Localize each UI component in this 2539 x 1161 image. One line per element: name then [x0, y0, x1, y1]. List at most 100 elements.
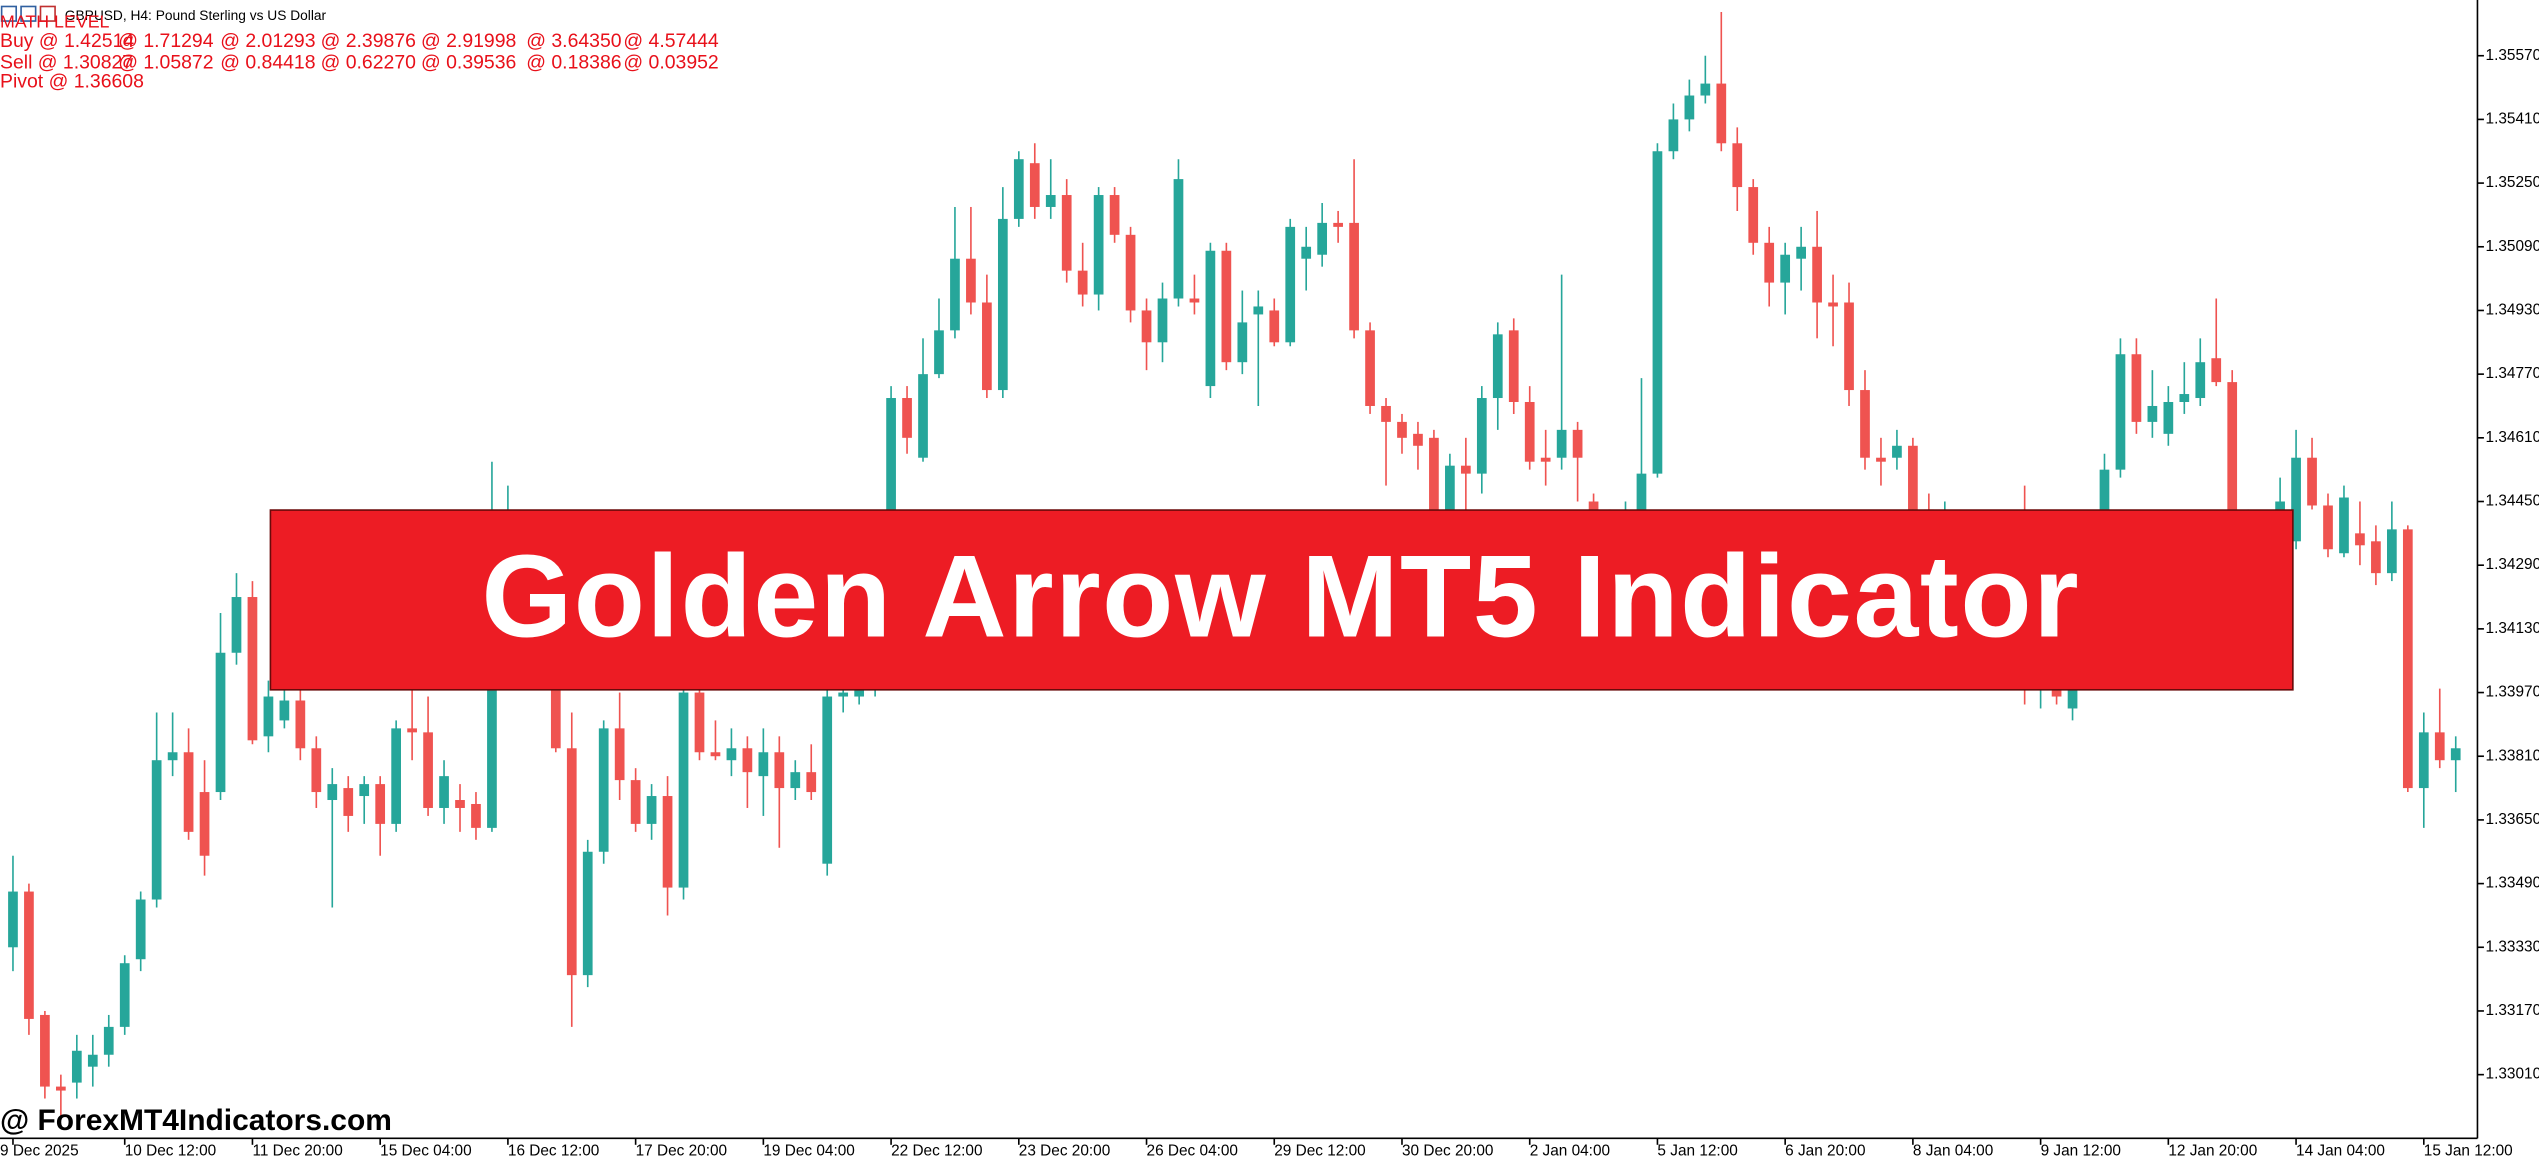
candle-body: [1365, 330, 1375, 406]
candle-body: [774, 752, 785, 789]
sell-level: @ 0.18386: [526, 51, 621, 73]
candle-body: [1764, 242, 1775, 283]
candle-body: [471, 803, 481, 828]
candle-body: [199, 792, 210, 856]
candle-body: [1061, 195, 1072, 271]
candle-body: [183, 752, 194, 832]
candle-body: [1700, 83, 1711, 96]
candle-body: [343, 788, 354, 816]
candle-body: [1333, 222, 1343, 227]
candle-body: [2371, 541, 2381, 574]
candle-body: [439, 776, 449, 808]
candle-body: [598, 728, 609, 852]
candle-body: [742, 748, 753, 773]
candle-body: [2211, 358, 2222, 383]
candle-body: [678, 692, 689, 888]
candle-body: [1189, 298, 1200, 303]
candle-body: [2179, 394, 2190, 402]
candle-body: [726, 748, 737, 761]
candle-body: [8, 891, 18, 948]
candle-body: [1093, 195, 1104, 295]
y-tick-label: 1.35250: [2486, 174, 2539, 191]
candle-body: [1077, 270, 1088, 295]
candle-body: [1317, 222, 1328, 255]
x-tick-label: 23 Dec 20:00: [1019, 1142, 1110, 1159]
candle-body: [806, 772, 817, 793]
y-tick-label: 1.34130: [2486, 620, 2539, 637]
header: GBPUSD, H4: Pound Sterling vs US Dollar …: [0, 5, 719, 93]
candle-body: [1349, 222, 1359, 331]
candle-body: [1892, 445, 1902, 458]
candle-body: [2402, 529, 2413, 789]
candle-body: [662, 796, 673, 888]
candle-body: [24, 891, 34, 1019]
candle-body: [1109, 195, 1120, 235]
candle-body: [1796, 246, 1806, 259]
candle-body: [2355, 533, 2365, 546]
candle-body: [854, 688, 865, 697]
candle-body: [2163, 401, 2174, 434]
y-tick-label: 1.33010: [2486, 1066, 2539, 1083]
candle-body: [279, 700, 290, 721]
sell-level: @ 0.03952: [623, 51, 718, 73]
candle-body: [1876, 457, 1886, 462]
candle-body: [1413, 433, 1423, 446]
candle-body: [1668, 119, 1679, 152]
candle-body: [886, 398, 896, 534]
x-tick-label: 30 Dec 20:00: [1402, 1142, 1493, 1159]
candle-body: [710, 752, 721, 757]
buy-level: @ 2.91998: [421, 30, 516, 52]
candle-body: [2339, 497, 2349, 554]
candle-body: [56, 1086, 66, 1091]
sell-level: Sell @ 1.30827: [0, 51, 133, 73]
x-tick-label: 6 Jan 20:00: [1785, 1142, 1865, 1159]
candle-body: [646, 796, 657, 824]
candle-body: [950, 258, 960, 331]
candle-body: [822, 696, 833, 864]
candle-body: [1572, 429, 1583, 458]
candle-body: [2227, 382, 2238, 518]
candle-body: [1652, 151, 1663, 474]
candle-body: [1253, 306, 1264, 315]
y-tick-label: 1.33170: [2486, 1002, 2539, 1019]
buy-level: @ 2.39876: [321, 30, 416, 52]
buy-level: @ 3.64350: [526, 30, 622, 52]
x-tick-label: 10 Dec 12:00: [125, 1142, 216, 1159]
candle-body: [1556, 429, 1567, 458]
candle-body: [263, 696, 274, 737]
candle-body: [1157, 298, 1168, 343]
candle-body: [1429, 437, 1439, 518]
candle-body: [1301, 246, 1312, 259]
candle-body: [1716, 83, 1727, 144]
candle-body: [2291, 457, 2301, 542]
y-tick-label: 1.34610: [2486, 429, 2539, 446]
candle-body: [71, 1050, 82, 1083]
candle-body: [550, 648, 561, 749]
x-tick-label: 17 Dec 20:00: [636, 1142, 727, 1159]
buy-level: @ 2.01293: [220, 30, 315, 52]
x-tick-label: 26 Dec 04:00: [1147, 1142, 1238, 1159]
candle-body: [1732, 143, 1743, 188]
x-tick-label: 15 Jan 12:00: [2424, 1142, 2513, 1159]
candle-body: [2307, 457, 2317, 506]
candle-body: [1636, 473, 1647, 518]
candle-body: [359, 784, 370, 797]
candle-body: [103, 1026, 114, 1055]
candle-body: [1524, 401, 1535, 462]
x-tick-label: 9 Jan 12:00: [2041, 1142, 2121, 1159]
candle-body: [1812, 246, 1822, 303]
candle-body: [487, 648, 497, 828]
x-tick-label: 2 Jan 04:00: [1530, 1142, 1610, 1159]
candle-body: [1684, 95, 1695, 120]
x-tick-label: 14 Jan 04:00: [2296, 1142, 2385, 1159]
candle-body: [1381, 405, 1391, 422]
candle-body: [1492, 334, 1503, 399]
candle-body: [1269, 310, 1280, 343]
candle-body: [694, 692, 705, 753]
candle-body: [1748, 187, 1759, 243]
candle-body: [614, 728, 625, 781]
candle-body: [1508, 330, 1519, 402]
banner-box: [269, 509, 2294, 691]
